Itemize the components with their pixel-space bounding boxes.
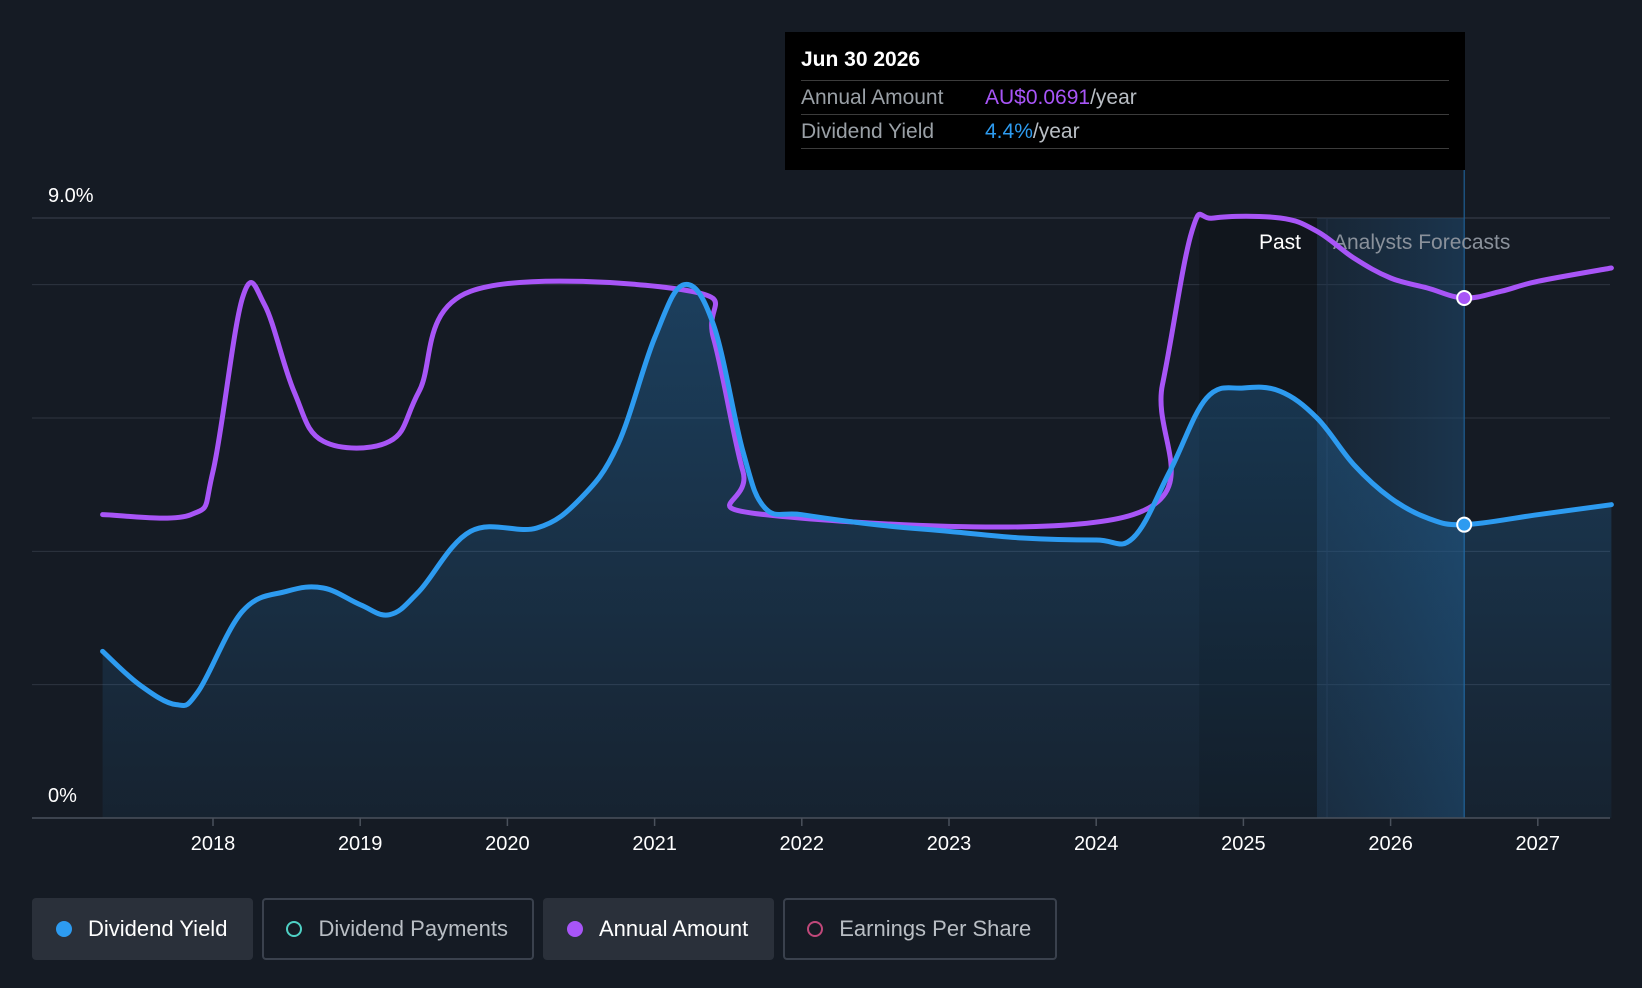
legend-earnings-per-share-circle-icon (807, 921, 824, 937)
x-tick-label: 2018 (191, 833, 236, 855)
legend-dividend-payments-label: Dividend Payments (318, 916, 508, 941)
x-tick-label: 2020 (485, 833, 530, 855)
chart-legend: Dividend Yield Dividend Payments Annual … (32, 898, 1058, 960)
x-tick-label: 2022 (780, 833, 825, 855)
tooltip-annual-amount-value-wrap: AU$0.0691/year (985, 81, 1137, 114)
dividend-yield-line (100, 281, 1614, 708)
x-tick-label: 2027 (1516, 833, 1561, 855)
x-tick-label: 2019 (338, 833, 383, 855)
tooltip-annual-amount-value: AU$0.0691 (985, 86, 1091, 109)
tooltip-annual-amount-suffix: /year (1090, 86, 1137, 109)
legend-dividend-yield-dot-icon (56, 921, 72, 937)
x-tick-label: 2025 (1221, 833, 1266, 855)
tooltip-dividend-yield-suffix: /year (1032, 120, 1080, 143)
legend-annual-amount-dot-icon (566, 921, 583, 937)
chart-tooltip: Jun 30 2026 Annual Amount AU$0.0691/year… (785, 32, 1465, 170)
region-label-past: Past (1259, 231, 1301, 254)
y-axis-top-label: 9.0% (48, 185, 94, 207)
dividend-yield-area (102, 284, 1612, 819)
legend-earnings-per-share[interactable]: Earnings Per Share (783, 898, 1058, 960)
region-label-forecast: Analysts Forecasts (1333, 231, 1510, 254)
x-tick-label: 2026 (1368, 833, 1413, 855)
legend-dividend-yield-label: Dividend Yield (88, 916, 228, 941)
legend-dividend-yield[interactable]: Dividend Yield (32, 898, 254, 960)
annual-amount-line (100, 211, 1614, 530)
x-tick-label: 2024 (1074, 833, 1119, 855)
tooltip-row-annual-amount: Annual Amount AU$0.0691/year (801, 80, 1449, 114)
dividend-yield-highlight-point (1456, 516, 1473, 533)
tooltip-dividend-yield-value: 4.4% (985, 120, 1033, 143)
legend-earnings-per-share-label: Earnings Per Share (839, 916, 1032, 941)
tooltip-annual-amount-label: Annual Amount (801, 86, 944, 109)
legend-dividend-payments[interactable]: Dividend Payments (262, 898, 534, 960)
x-tick-label: 2021 (632, 833, 677, 855)
tooltip-dividend-yield-value-wrap: 4.4%/year (985, 115, 1080, 148)
legend-annual-amount-label: Annual Amount (598, 916, 749, 941)
tooltip-date: Jun 30 2026 (801, 48, 921, 71)
legend-annual-amount[interactable]: Annual Amount (542, 898, 775, 960)
legend-dividend-payments-circle-icon (286, 921, 303, 937)
annual-amount-highlight-point (1456, 290, 1473, 306)
tooltip-dividend-yield-label: Dividend Yield (801, 120, 935, 143)
x-tick-label: 2023 (927, 833, 972, 855)
tooltip-row-dividend-yield: Dividend Yield 4.4%/year (801, 114, 1449, 149)
y-axis-bottom-label: 0% (48, 785, 77, 807)
